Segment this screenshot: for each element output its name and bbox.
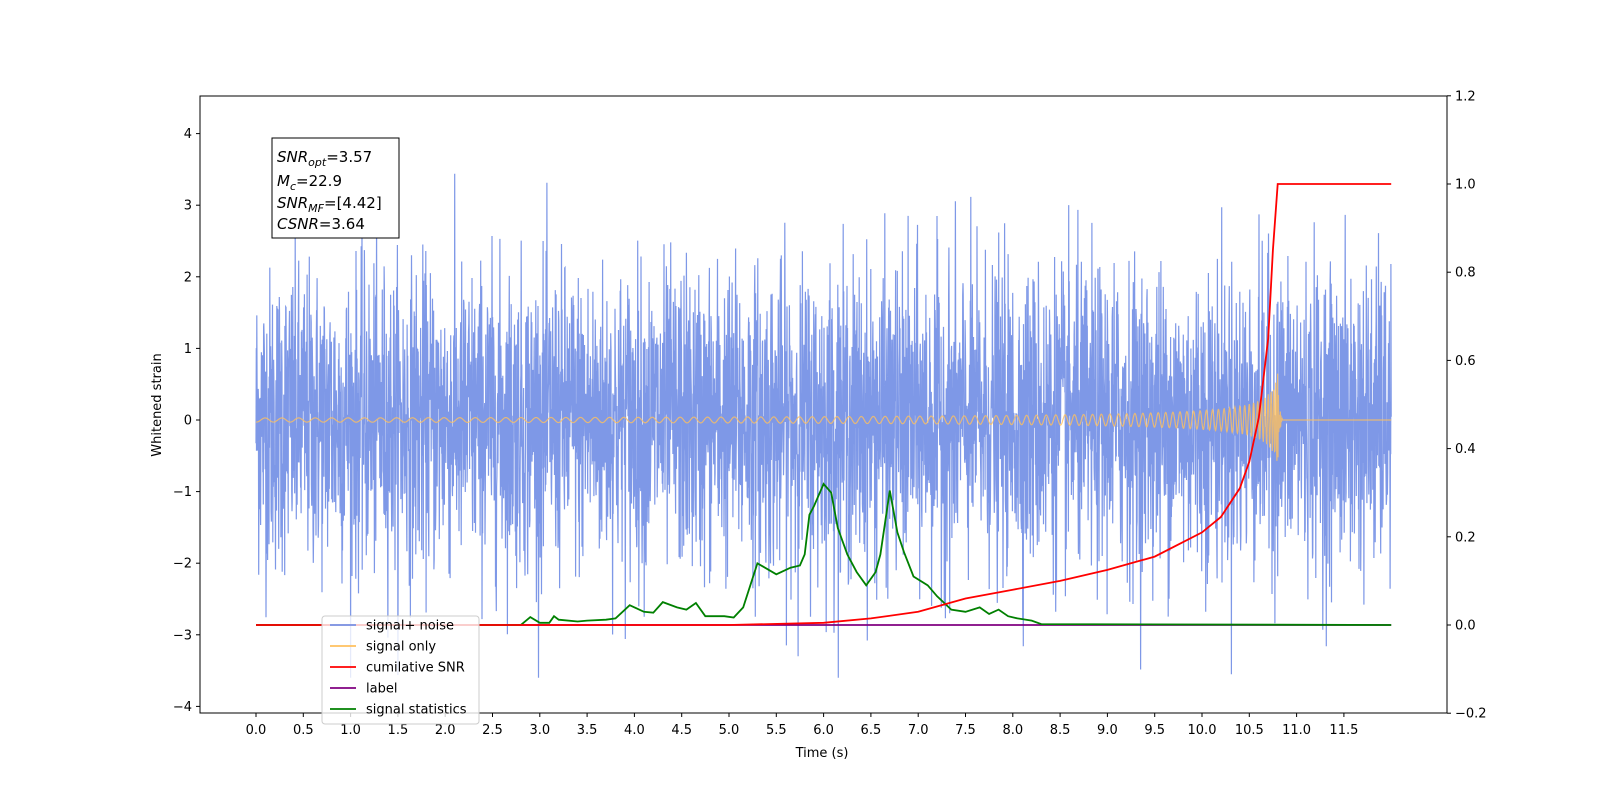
x-tick-label: 0.5 [293, 723, 314, 738]
x-tick-label: 7.0 [908, 723, 929, 738]
x-tick-label: 9.0 [1097, 723, 1118, 738]
x-tick-label: 8.5 [1050, 723, 1071, 738]
legend-label: cumilative SNR [366, 661, 465, 676]
x-tick-label: 4.0 [624, 723, 645, 738]
right-y-tick-label: −0.2 [1455, 707, 1487, 722]
x-tick-label: 3.0 [529, 723, 550, 738]
x-tick-label: 6.0 [813, 723, 834, 738]
x-tick-label: 10.5 [1235, 723, 1264, 738]
x-tick-label: 3.5 [577, 723, 598, 738]
x-tick-label: 4.5 [671, 723, 692, 738]
legend: signal+ noise signal only cumilative SNR la… [321, 615, 480, 725]
x-tick-label: 1.0 [340, 723, 361, 738]
annotation-csnr: CSNR=3.64 [277, 215, 365, 233]
right-y-tick-label: 0.8 [1455, 266, 1476, 281]
right-y-tick-label: 1.2 [1455, 89, 1476, 104]
legend-label: label [366, 682, 397, 697]
plot-area [255, 173, 1392, 678]
x-tick-label: 11.5 [1329, 723, 1358, 738]
annotation-box: SNRopt=3.57 Mc=22.9 SNRMF=[4.42] CSNR=3.… [271, 137, 400, 239]
left-y-tick-label: 4 [184, 127, 192, 142]
legend-label: signal statistics [366, 703, 467, 718]
x-tick-label: 0.0 [246, 723, 267, 738]
series-signal-only [255, 373, 1392, 461]
left-y-tick-label: −1 [173, 485, 192, 500]
x-tick-label: 5.5 [766, 723, 787, 738]
left-y-tick-label: 1 [184, 342, 192, 357]
right-y-tick-label: 0.0 [1455, 619, 1476, 634]
annotation-frame [271, 137, 400, 239]
series-cumulative-snr [256, 183, 1392, 626]
x-tick-label: 10.0 [1188, 723, 1217, 738]
left-y-tick-label: −3 [173, 628, 192, 643]
series-layer [255, 173, 1392, 678]
x-tick-label: 11.0 [1282, 723, 1311, 738]
left-y-tick-label: 3 [184, 199, 192, 214]
right-y-axis-ticks: 1.2 1.0 0.8 0.6 0.4 0.2 0.0 −0.2 [1447, 89, 1487, 722]
left-y-axis-ticks: 4 3 2 1 0 −1 −2 −3 −4 [173, 127, 200, 715]
left-y-tick-label: 2 [184, 270, 192, 285]
right-y-tick-label: 1.0 [1455, 178, 1476, 193]
legend-frame [321, 615, 480, 725]
legend-label: signal only [366, 640, 436, 655]
x-tick-label: 2.5 [482, 723, 503, 738]
x-tick-label: 5.0 [719, 723, 740, 738]
x-tick-label: 9.5 [1144, 723, 1165, 738]
right-y-tick-label: 0.4 [1455, 442, 1476, 457]
x-tick-label: 8.0 [1002, 723, 1023, 738]
x-tick-label: 1.5 [388, 723, 409, 738]
annotation-mc: Mc=22.9 [277, 172, 342, 193]
right-y-tick-label: 0.6 [1455, 354, 1476, 369]
left-y-tick-label: −2 [173, 557, 192, 572]
y-axis-label: Whitened strain [150, 353, 165, 456]
annotation-snr-mf: SNRMF=[4.42] [277, 194, 382, 215]
x-tick-label: 6.5 [861, 723, 882, 738]
series-signal-statistics [256, 482, 1392, 626]
right-y-tick-label: 0.2 [1455, 530, 1476, 545]
annotation-snr-opt: SNRopt=3.57 [277, 148, 372, 169]
left-y-tick-label: −4 [173, 700, 192, 715]
x-tick-label: 7.5 [955, 723, 976, 738]
x-axis-ticks: 0.0 0.5 1.0 1.5 2.0 2.5 3.0 3.5 4.0 4.5 5.0 5.5 6.0 6… [246, 713, 1358, 738]
x-axis-label: Time (s) [795, 746, 849, 761]
legend-label: signal+ noise [366, 619, 454, 634]
series-signal-noise [255, 173, 1392, 678]
x-tick-label: 2.0 [435, 723, 456, 738]
left-y-tick-label: 0 [184, 414, 192, 429]
